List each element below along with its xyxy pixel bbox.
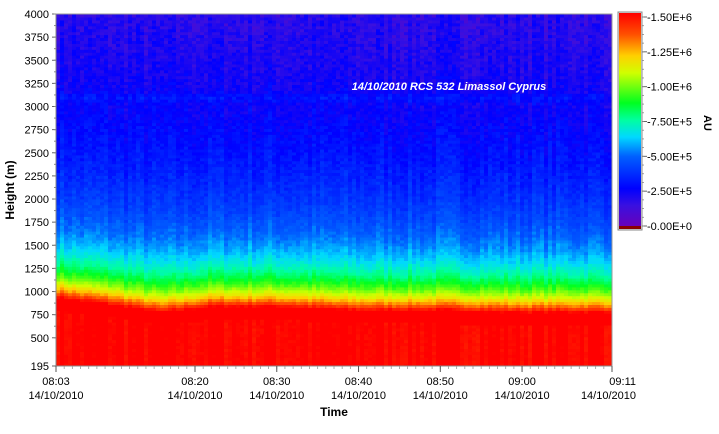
heatmap-cell xyxy=(188,14,193,18)
heatmap-cell xyxy=(68,14,73,18)
heatmap-cell xyxy=(80,14,85,18)
heatmap-cell xyxy=(116,14,121,18)
heatmap-cell xyxy=(56,14,61,18)
heatmap-cell xyxy=(100,14,105,18)
heatmap-cells xyxy=(56,14,613,367)
heatmap-cell xyxy=(104,14,109,18)
heatmap-cell xyxy=(180,14,185,18)
heatmap-cell xyxy=(72,14,77,18)
heatmap-cell xyxy=(124,14,129,18)
heatmap-cell xyxy=(156,14,161,18)
heatmap-cell xyxy=(132,14,137,18)
heatmap-cell xyxy=(184,14,189,18)
heatmap-cell xyxy=(84,14,89,18)
heatmap-cell xyxy=(208,14,213,18)
heatmap-cell xyxy=(76,14,81,18)
heatmap-cell xyxy=(60,14,65,18)
heatmap-cell xyxy=(212,14,217,18)
heatmap-cell xyxy=(140,14,145,18)
heatmap-cell xyxy=(120,14,125,18)
heatmap-cell xyxy=(136,14,141,18)
heatmap-cell xyxy=(204,14,209,18)
heatmap-cell xyxy=(88,14,93,18)
heatmap-cell xyxy=(64,14,69,18)
heatmap-cell xyxy=(92,14,97,18)
heatmap-cell xyxy=(148,14,153,18)
heatmap-cell xyxy=(172,14,177,18)
heatmap-cell xyxy=(144,14,149,18)
heatmap-cell xyxy=(160,14,165,18)
heatmap-cell xyxy=(112,14,117,18)
heatmap-cell xyxy=(200,14,205,18)
heatmap-cell xyxy=(128,14,133,18)
heatmap-cell xyxy=(216,14,221,18)
heatmap-cell xyxy=(192,14,197,18)
heatmap-cell xyxy=(152,14,157,18)
heatmap-cell xyxy=(176,14,181,18)
heatmap-cell xyxy=(164,14,169,18)
heatmap-cell xyxy=(196,14,201,18)
heatmap-cell xyxy=(96,14,101,18)
heatmap-cell xyxy=(108,14,113,18)
heatmap-cell xyxy=(168,14,173,18)
